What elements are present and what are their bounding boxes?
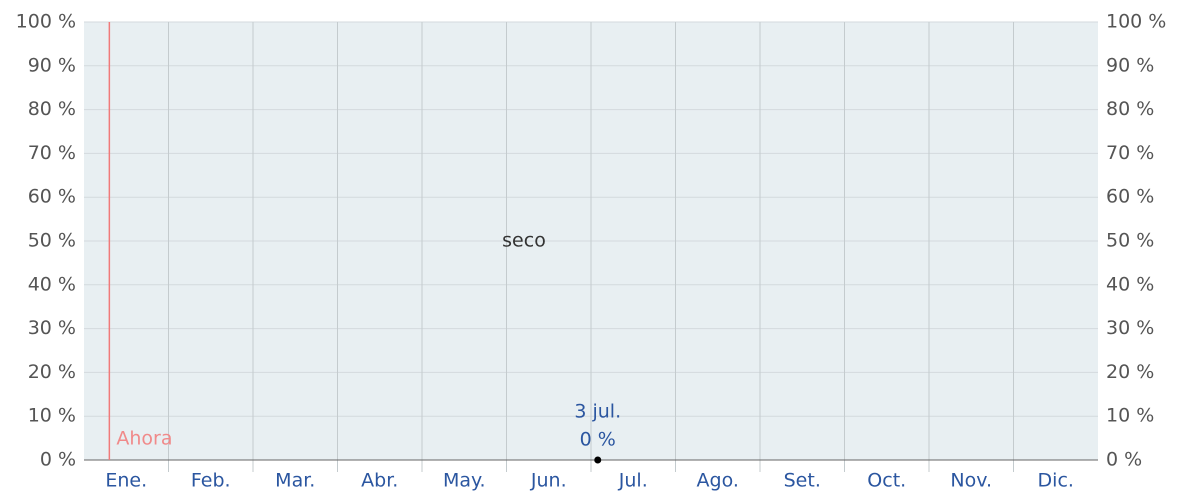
y-tick-label: 50 % [28,230,76,252]
x-tick-label: Ago. [697,470,739,492]
y2-tick-label: 100 % [1106,11,1166,33]
point-marker [594,456,602,464]
y2-tick-label: 20 % [1106,361,1154,383]
now-label: Ahora [116,428,172,450]
x-tick-label: May. [443,470,486,492]
x-tick-label: Oct. [867,470,906,492]
y-tick-label: 70 % [28,142,76,164]
x-tick-label: Mar. [275,470,315,492]
y-tick-label: 90 % [28,54,76,76]
x-tick-label: Feb. [191,470,231,492]
y-tick-label: 0 % [40,449,76,471]
x-tick-label: Dic. [1038,470,1074,492]
y-tick-label: 10 % [28,405,76,427]
y2-tick-label: 80 % [1106,98,1154,120]
y-tick-label: 40 % [28,273,76,295]
y2-tick-label: 60 % [1106,186,1154,208]
y-tick-label: 60 % [28,186,76,208]
y2-tick-label: 90 % [1106,54,1154,76]
y2-tick-label: 10 % [1106,405,1154,427]
y2-tick-label: 40 % [1106,273,1154,295]
x-tick-label: Abr. [361,470,398,492]
y2-tick-label: 70 % [1106,142,1154,164]
y-tick-label: 20 % [28,361,76,383]
x-tick-label: Jun. [530,470,567,492]
point-value: 0 % [580,429,616,451]
region-label: seco [502,230,546,252]
x-tick-label: Ene. [105,470,147,492]
x-tick-label: Jul. [618,470,648,492]
point-date: 3 jul. [574,401,621,423]
x-tick-label: Set. [784,470,821,492]
y-tick-label: 100 % [16,11,76,33]
y-tick-label: 80 % [28,98,76,120]
x-tick-label: Nov. [950,470,992,492]
y2-tick-label: 0 % [1106,449,1142,471]
y2-tick-label: 30 % [1106,317,1154,339]
y2-tick-label: 50 % [1106,230,1154,252]
y-tick-label: 30 % [28,317,76,339]
